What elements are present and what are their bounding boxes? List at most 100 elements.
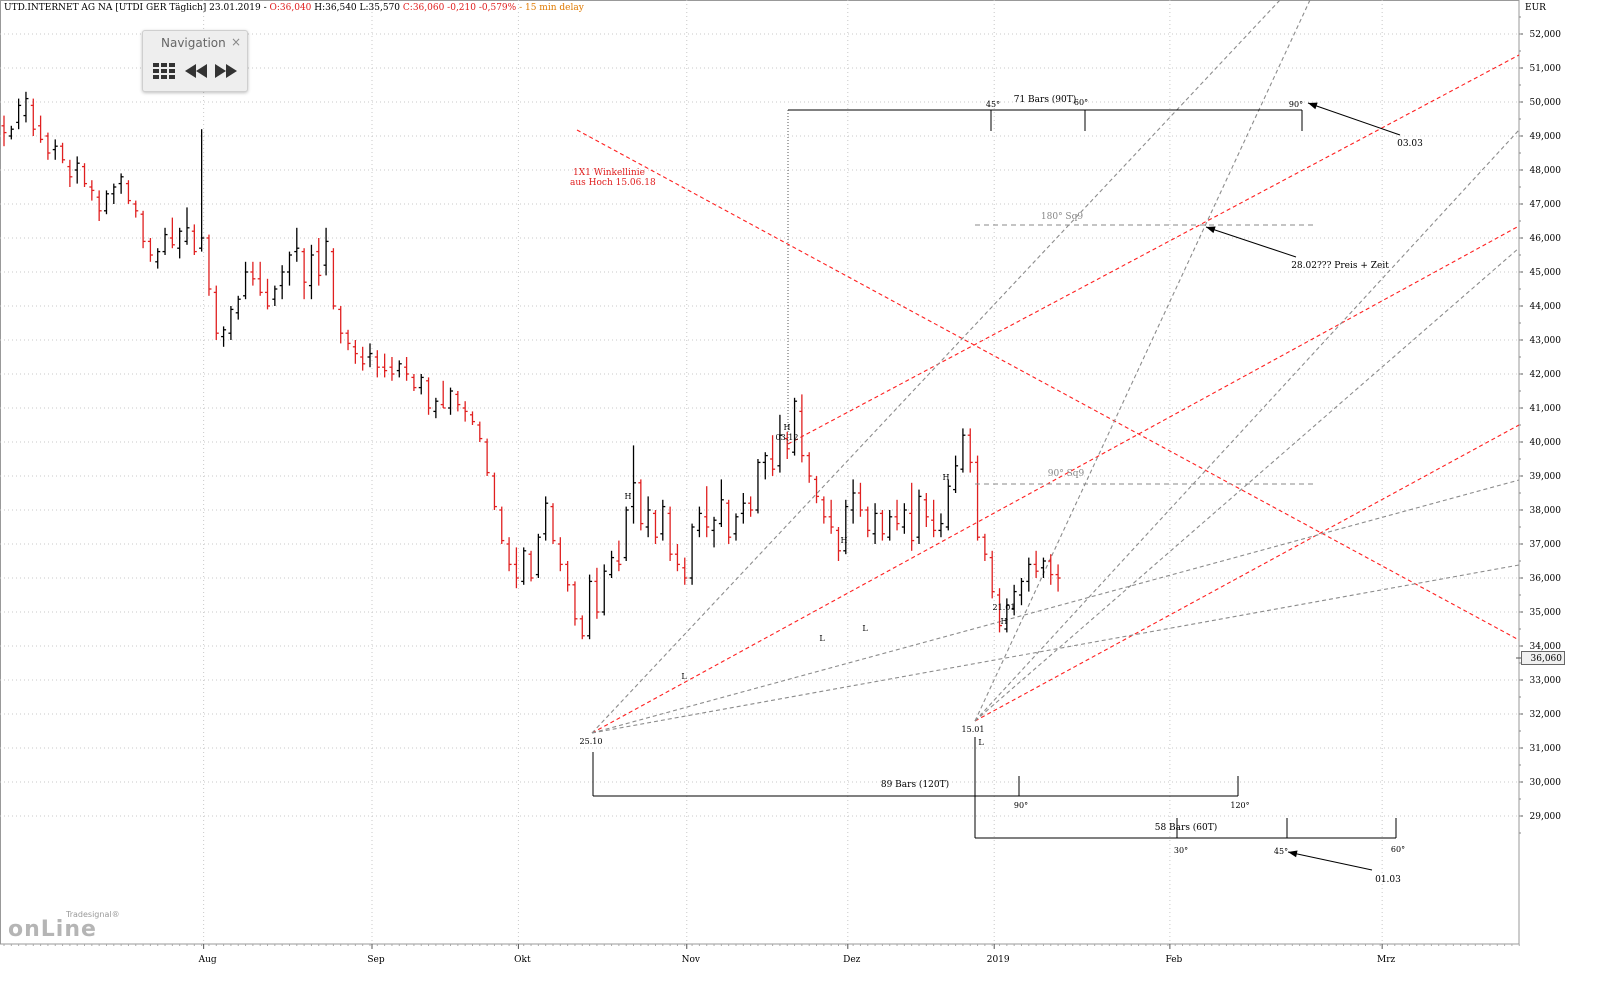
- ohlc-bar: [382, 353, 388, 378]
- bars89-label: 89 Bars (120T): [881, 779, 949, 790]
- low-marker: L: [819, 634, 825, 643]
- ohlc-bar: [550, 503, 556, 544]
- navigation-panel[interactable]: Navigation ×: [142, 30, 248, 92]
- ohlc-bar: [118, 173, 124, 194]
- y-tick-label: 49,000: [1530, 132, 1562, 142]
- ohlc-bar: [499, 506, 505, 544]
- ohlc-bar: [45, 132, 51, 160]
- y-axis: 29,000 30,000 31,000 32,000 33,000 34,000 35,0…: [1519, 3, 1562, 834]
- ohlc-bar: [213, 285, 219, 340]
- ohlc-bar: [674, 544, 680, 572]
- ohlc-bar: [506, 537, 512, 572]
- ohlc-bar: [177, 227, 183, 259]
- ohlc-bar: [931, 499, 937, 538]
- ohlc-bar: [1, 115, 7, 147]
- ohlc-bar: [228, 306, 234, 340]
- ohlc-bar: [718, 479, 724, 527]
- ohlc-bar: [638, 479, 644, 531]
- close-change-value: C:36,060 -0,210 -0,579%: [402, 3, 517, 13]
- ohlc-bar: [711, 516, 717, 548]
- ohlc-bar: [953, 455, 959, 493]
- ohlc-bar: [16, 98, 22, 130]
- angle-line-grey-3: [591, 564, 1520, 734]
- low-value: L:35,570: [359, 3, 401, 13]
- ohlc-bar: [111, 183, 117, 204]
- ohlc-bar: [762, 452, 768, 480]
- high-value: H:36,540: [314, 3, 357, 13]
- ohlc-bar: [345, 329, 351, 351]
- bars71-label: 71 Bars (90T): [1014, 94, 1077, 105]
- ohlc-bar: [594, 567, 600, 619]
- x-tick-label: Okt: [514, 955, 531, 965]
- rewind-icon[interactable]: [183, 61, 209, 81]
- low-marker: L: [862, 624, 868, 633]
- y-tick-label: 44,000: [1530, 302, 1562, 312]
- ohlc-bar: [352, 340, 358, 364]
- ohlc-bar: [308, 244, 314, 300]
- date-2101-label: 21.01: [993, 603, 1016, 612]
- ohlc-bar: [89, 180, 95, 201]
- ohlc-bar: [1011, 584, 1017, 616]
- ohlc-bar: [147, 238, 153, 262]
- close-icon[interactable]: ×: [230, 35, 241, 49]
- fast-forward-icon[interactable]: [213, 61, 239, 81]
- y-tick-label: 42,000: [1530, 370, 1562, 380]
- ohlc-bar: [535, 533, 541, 578]
- y-tick-label: 40,000: [1530, 438, 1562, 448]
- y-tick-label: 30,000: [1530, 778, 1562, 788]
- ohlc-bar: [667, 506, 673, 561]
- arrow-0303-head: [1308, 102, 1318, 110]
- ohlc-bar: [52, 139, 58, 160]
- logo-small-text: Tradesignal®: [66, 910, 120, 919]
- ohlc-bar: [30, 98, 36, 136]
- ohlc-bar: [894, 499, 900, 531]
- high-marker: H: [1001, 617, 1008, 626]
- ohlc-bar: [513, 547, 519, 589]
- ohlc-bar: [433, 397, 439, 419]
- ohlc-bar: [74, 156, 80, 184]
- currency-label: EUR: [1525, 3, 1546, 13]
- ohlc-bar: [82, 163, 88, 187]
- angle-line-red-3: [974, 424, 1520, 722]
- ohlc-bar: [916, 489, 922, 544]
- sq9-90-label: 90° Sq9: [1048, 469, 1085, 479]
- ohlc-bar: [169, 217, 175, 249]
- ohlc-bar: [660, 499, 666, 541]
- grid-menu-icon[interactable]: [151, 61, 177, 81]
- ohlc-bar: [945, 479, 951, 531]
- ohlc-bar: [689, 523, 695, 585]
- x-tick-label: Nov: [682, 955, 701, 965]
- ohlc-bar: [784, 431, 790, 459]
- ohlc-bar: [997, 588, 1003, 633]
- x-tick-label: Sep: [367, 955, 384, 965]
- ohlc-bar: [696, 506, 702, 538]
- ohlc-bar: [1048, 554, 1054, 585]
- ohlc-bar: [989, 550, 995, 599]
- ohlc-bar: [330, 248, 336, 310]
- ohlc-bar: [960, 428, 966, 473]
- ohlc-bar: [631, 445, 637, 524]
- winkellinie-source-label: aus Hoch 15.06.18: [570, 178, 656, 188]
- date-1501-label: 15.01: [962, 725, 985, 734]
- x-tick-label: 2019: [987, 955, 1010, 965]
- ohlc-bar: [821, 496, 827, 524]
- angle-line-red-2: [591, 225, 1520, 734]
- ohlc-bar: [777, 414, 783, 473]
- ohlc-bar: [8, 125, 14, 140]
- ohlc-bar: [206, 234, 212, 296]
- y-tick-label: 38,000: [1530, 506, 1562, 516]
- deg90-top-label: 90°: [1289, 100, 1303, 109]
- deg45-bot-label: 45°: [1274, 847, 1288, 856]
- ohlc-bar: [23, 91, 29, 123]
- ohlc-bar: [279, 265, 285, 300]
- ohlc-bar: [191, 224, 197, 255]
- ohlc-bar: [360, 346, 366, 371]
- ohlc-bar: [733, 513, 739, 541]
- ohlc-bar: [565, 561, 571, 592]
- ohlc-bar: [67, 159, 73, 187]
- ohlc-bar: [462, 401, 468, 422]
- ohlc-bar: [901, 503, 907, 534]
- ohlc-bar: [418, 374, 424, 395]
